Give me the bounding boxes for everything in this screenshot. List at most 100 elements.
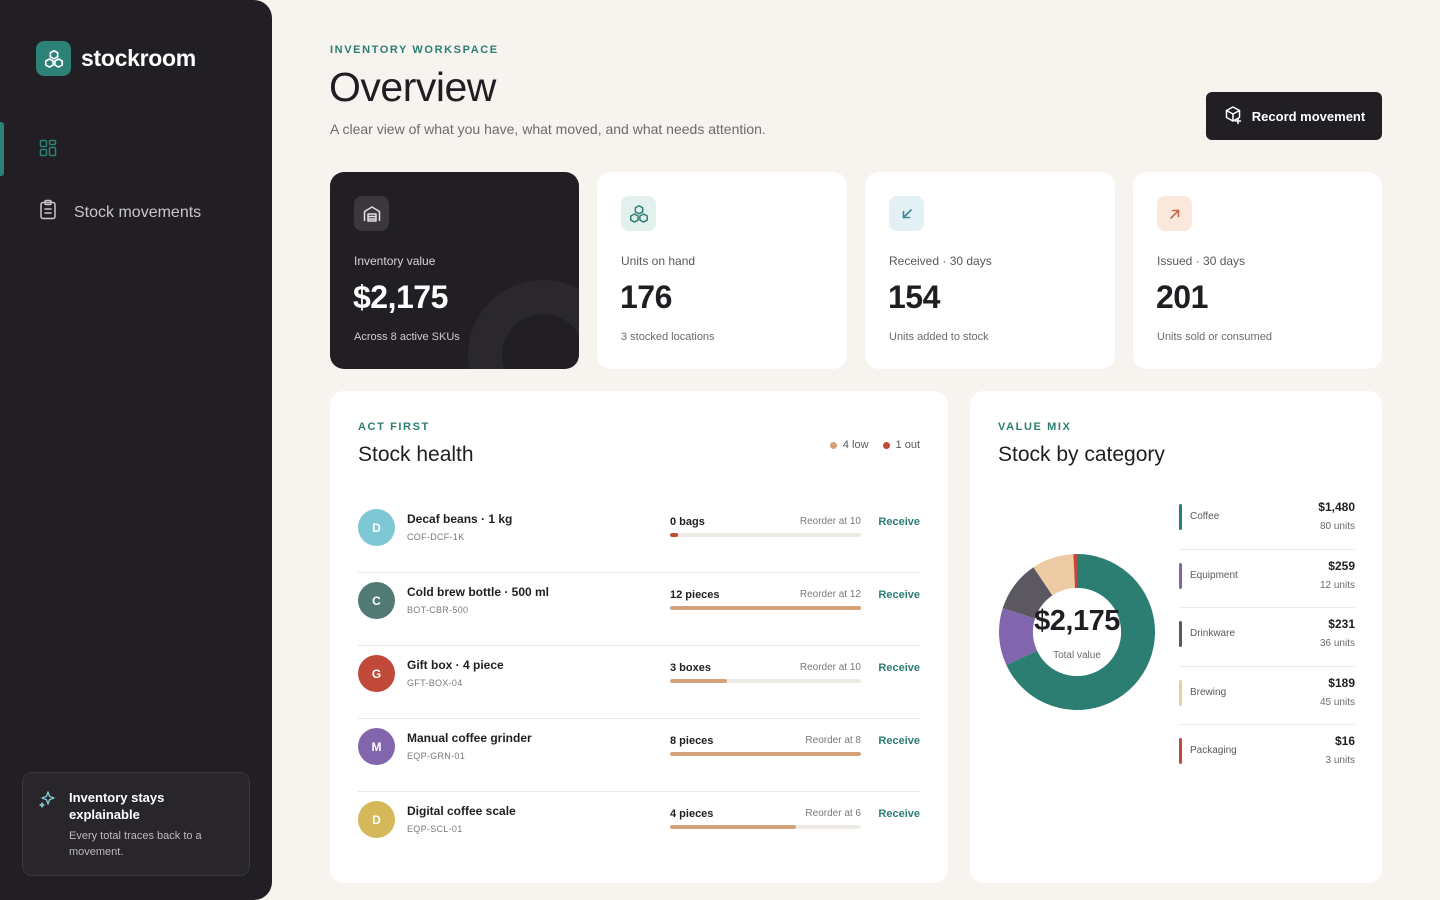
sidebar-item-stock-movements[interactable]: Stock movements [38,199,201,226]
category-units: 3 units [1325,755,1355,766]
item-sku: EQP-GRN-01 [407,751,466,761]
list-item: C Cold brew bottle · 500 ml BOT-CBR-500 … [358,573,920,646]
item-name: Digital coffee scale [407,804,516,818]
avatar: D [358,801,395,838]
boxes-logo-icon [36,41,71,76]
category-row: Brewing $189 45 units [1179,667,1355,725]
receive-button[interactable]: Receive [878,589,920,601]
legend-item-out: 1 out [882,439,920,451]
avatar: G [358,655,395,692]
category-name: Packaging [1190,745,1237,756]
category-value: $1,480 [1318,500,1355,514]
donut-total-label: Total value [1053,650,1101,661]
box-plus-icon [1223,105,1243,128]
kpi-label: Inventory value [354,254,436,268]
category-row: Drinkware $231 36 units [1179,608,1355,667]
stock-health-list: D Decaf beans · 1 kg COF-DCF-1K 0 bags R… [358,500,920,865]
kpi-card-issued: Issued · 30 days 201 Units sold or consu… [1133,172,1382,369]
reorder-threshold: Reorder at 10 [799,516,861,527]
kpi-note: Units added to stock [889,331,989,343]
reorder-threshold: Reorder at 10 [799,662,861,673]
item-name: Gift box · 4 piece [407,658,504,672]
health-legend: 4 low 1 out [829,439,920,451]
category-color-bar [1179,562,1182,589]
item-quantity: 12 pieces [670,589,720,601]
arrow-down-left-icon [889,196,924,231]
low-dot-icon [829,441,837,449]
stock-level-bar [670,679,861,683]
category-row: Packaging $16 3 units [1179,725,1355,784]
kpi-value: 176 [620,279,672,315]
kpi-label: Issued · 30 days [1157,254,1246,268]
item-name: Manual coffee grinder [407,731,532,745]
stock-level-fill [670,533,678,537]
page-eyebrow: INVENTORY WORKSPACE [330,44,499,56]
out-dot-icon [882,441,890,449]
legend-label: 1 out [895,439,920,451]
item-quantity: 0 bags [670,516,705,528]
donut-slice-equipment [999,608,1038,666]
kpi-value: $2,175 [353,279,448,315]
item-sku: BOT-CBR-500 [407,605,469,615]
promo-card: Inventory stays explainable Every total … [22,772,250,876]
category-name: Drinkware [1190,628,1236,639]
category-value: $16 [1334,734,1355,748]
stock-level-bar [670,533,861,537]
clipboard-icon [38,199,58,226]
category-donut-chart [999,554,1155,710]
donut-slice-drinkware [1002,567,1054,620]
reorder-threshold: Reorder at 6 [805,808,861,819]
category-units: 45 units [1319,696,1355,708]
item-quantity: 4 pieces [670,808,714,820]
category-row: Coffee $1,480 80 units [1179,491,1355,550]
donut-hole [1033,588,1121,676]
sidebar-item-label: Stock movements [74,203,202,221]
receive-button[interactable]: Receive [878,516,920,528]
category-list: Coffee $1,480 80 units Equipment $259 12… [1179,491,1355,784]
list-item: D Digital coffee scale EQP-SCL-01 4 piec… [358,792,920,865]
avatar: D [358,509,395,546]
list-item: G Gift box · 4 piece GFT-BOX-04 3 boxes … [358,646,920,719]
reorder-threshold: Reorder at 12 [799,589,861,600]
category-color-bar [1179,738,1182,764]
kpi-value: 201 [1156,279,1208,315]
legend-item-low: 4 low [829,439,869,451]
reorder-threshold: Reorder at 8 [805,735,861,746]
panel-title: Stock health [358,443,474,466]
receive-button[interactable]: Receive [878,808,920,820]
brand[interactable]: stockroom [36,41,196,76]
kpi-value: 154 [888,279,940,315]
category-name: Coffee [1190,511,1220,522]
category-name: Brewing [1190,686,1227,698]
grid-icon [38,138,58,163]
category-color-bar [1179,504,1182,530]
category-color-bar [1179,679,1182,706]
stock-level-fill [670,752,861,756]
avatar: M [358,728,395,765]
kpi-note: Units sold or consumed [1157,331,1272,343]
kpi-note: 3 stocked locations [621,331,715,343]
item-sku: GFT-BOX-04 [407,678,463,688]
kpi-card-inventory-value: Inventory value $2,175 Across 8 active S… [330,172,579,369]
stock-level-bar [670,752,861,756]
sidebar: stockroom Stock movements [0,0,272,900]
category-value: $231 [1328,617,1355,631]
category-color-bar [1179,621,1182,647]
sidebar-item-overview[interactable] [38,138,74,163]
panel-title: Stock by category [998,443,1165,466]
donut-slice-brewing [1033,554,1076,596]
donut-slice-coffee [1006,554,1155,710]
receive-button[interactable]: Receive [878,662,920,674]
stock-health-panel: ACT FIRST Stock health 4 low 1 out D Dec… [330,391,948,883]
receive-button[interactable]: Receive [878,735,920,747]
page-subtitle: A clear view of what you have, what move… [330,121,766,137]
category-units: 80 units [1319,521,1355,532]
list-item: M Manual coffee grinder EQP-GRN-01 8 pie… [358,719,920,792]
nav-active-indicator [0,122,4,176]
stock-level-bar [670,825,861,829]
category-units: 12 units [1319,579,1355,591]
item-sku: COF-DCF-1K [407,532,465,542]
record-movement-button[interactable]: Record movement [1206,92,1382,140]
warehouse-icon [354,196,389,231]
list-item: D Decaf beans · 1 kg COF-DCF-1K 0 bags R… [358,500,920,573]
